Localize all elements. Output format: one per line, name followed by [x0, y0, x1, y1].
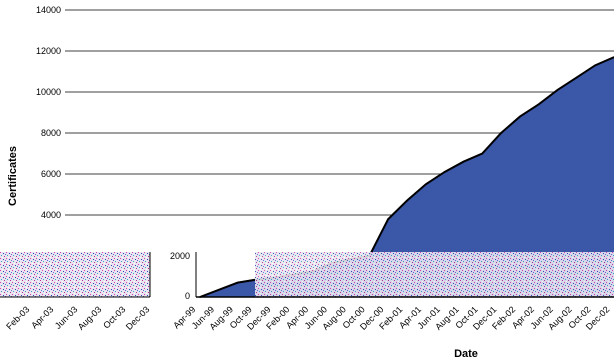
y-tick-label: 2000 — [170, 251, 190, 261]
data-point — [556, 89, 559, 91]
data-point — [462, 160, 465, 163]
data-point — [406, 199, 408, 202]
y-tick-label: 14000 — [36, 5, 61, 15]
left-panel-x-tick-label: Dec-03 — [124, 304, 152, 332]
left-panel-x-tick-label: Apr-03 — [29, 304, 55, 330]
data-point — [500, 132, 502, 134]
data-point — [425, 183, 427, 186]
artifact-right — [255, 252, 614, 297]
y-tick-label: 0 — [185, 291, 190, 301]
series-area-fill — [200, 57, 614, 298]
axes — [0, 252, 614, 298]
left-panel-x-tick-label: Oct-03 — [101, 304, 127, 330]
artifact-left — [0, 252, 150, 297]
left-panel-x-tick-label: Feb-03 — [4, 304, 31, 331]
data-point — [537, 103, 540, 106]
y-tick-label: 8000 — [41, 128, 61, 138]
data-point — [387, 218, 389, 220]
x-axis-title: Date — [454, 348, 478, 360]
data-point — [443, 171, 446, 173]
data-point — [481, 152, 484, 155]
data-point — [236, 281, 239, 284]
left-panel-x-tick-label: Aug-03 — [76, 304, 104, 332]
data-point — [594, 64, 596, 67]
data-point — [218, 289, 220, 291]
y-tick-label: 6000 — [41, 169, 61, 179]
y-axis-title: Certificates — [7, 146, 19, 206]
y-tick-label: 10000 — [36, 87, 61, 97]
noise-artifact — [0, 252, 614, 297]
left-panel-x-tick-label: Jun-03 — [53, 304, 80, 331]
data-point — [519, 115, 521, 118]
y-tick-label: 12000 — [36, 46, 61, 56]
data-point — [575, 76, 578, 79]
y-tick-label: 4000 — [41, 210, 61, 220]
